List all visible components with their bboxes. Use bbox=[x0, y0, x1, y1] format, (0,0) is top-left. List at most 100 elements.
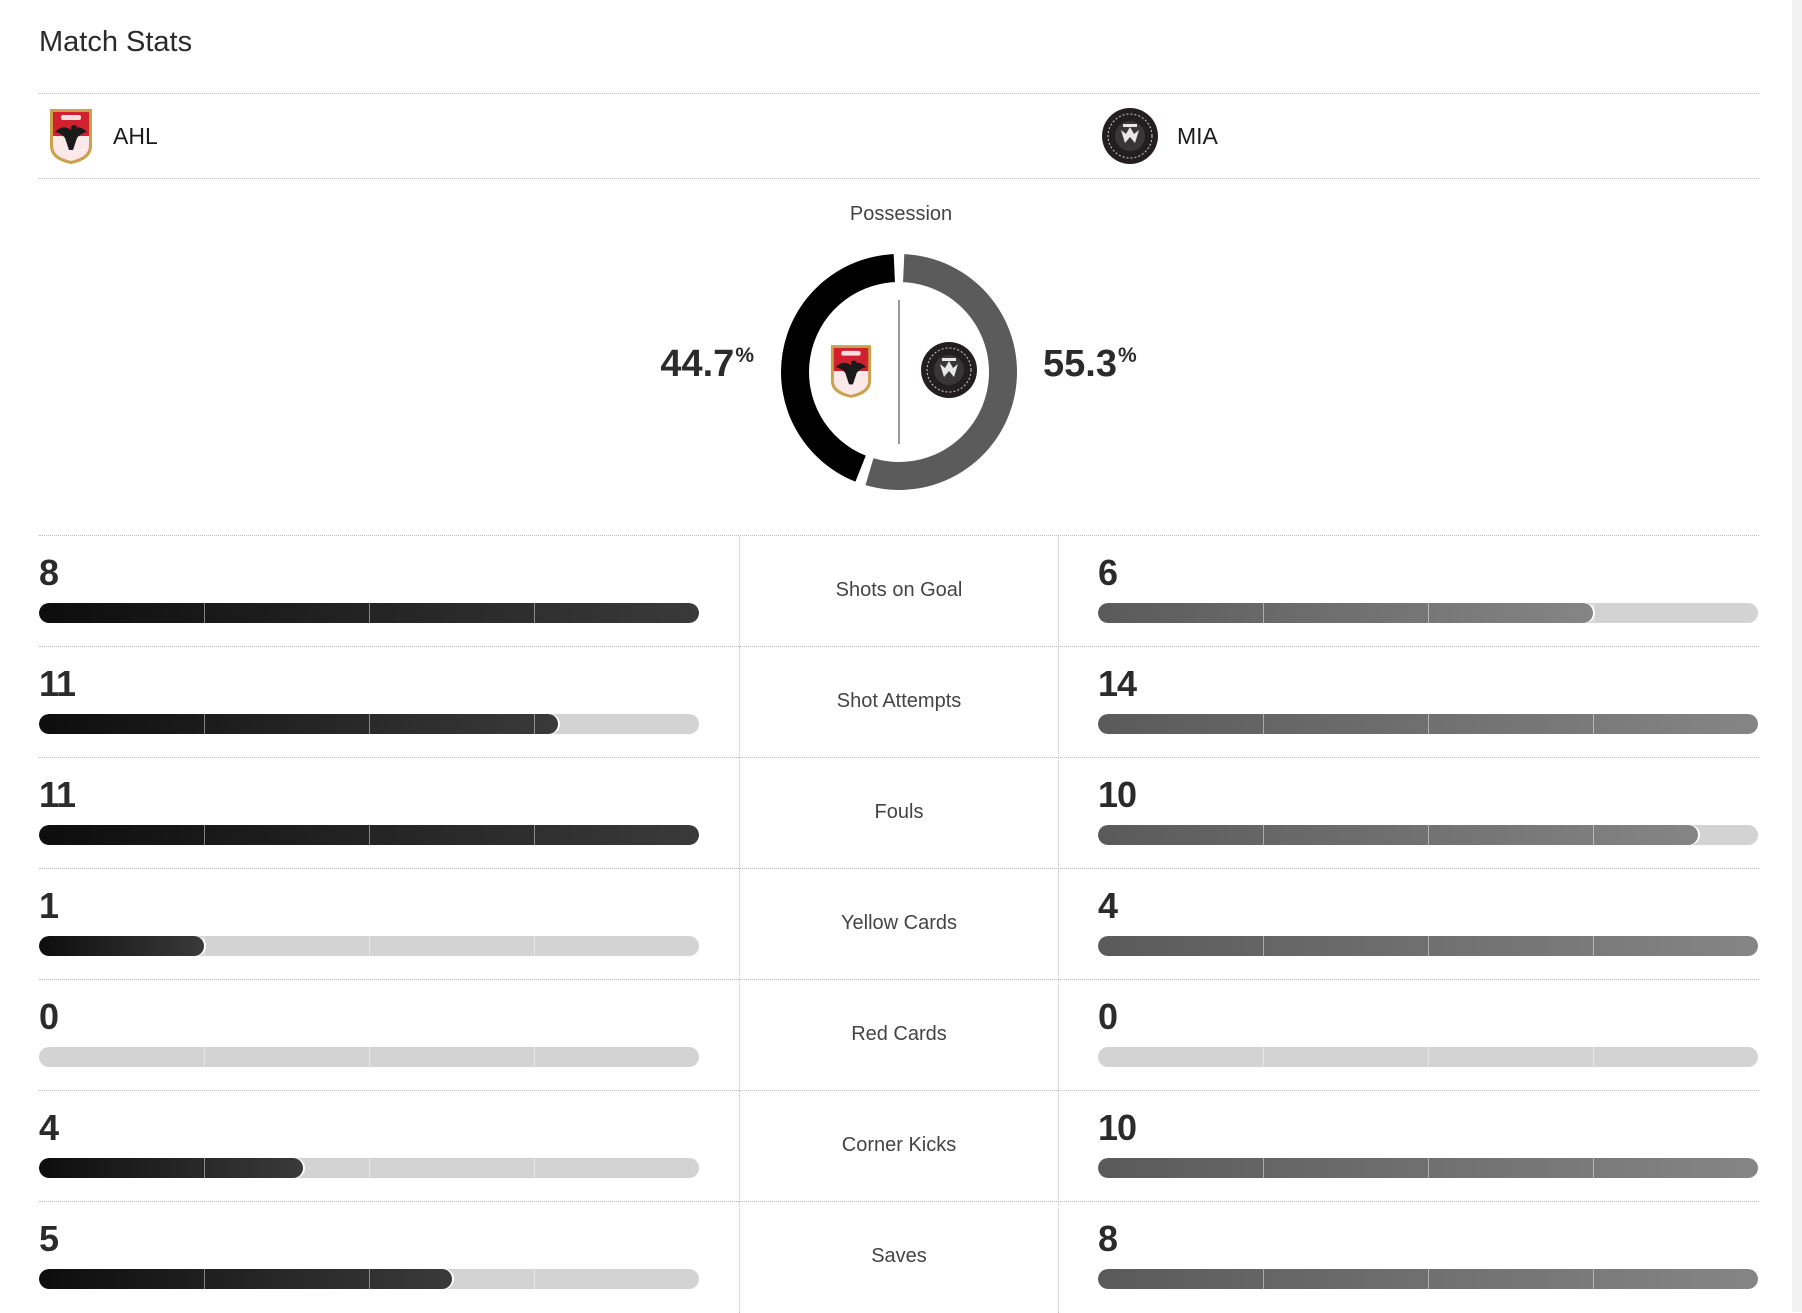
column-divider bbox=[739, 536, 740, 647]
away-stat-bar-fill bbox=[1098, 825, 1698, 845]
bar-tick bbox=[1428, 1269, 1429, 1289]
bar-tick bbox=[369, 714, 370, 734]
away-team[interactable]: MIA bbox=[1101, 104, 1218, 168]
percent-unit: % bbox=[735, 344, 754, 367]
bar-tick bbox=[369, 1047, 370, 1067]
away-stat-bar-fill bbox=[1098, 1158, 1758, 1178]
bar-tick bbox=[1428, 1158, 1429, 1178]
column-divider bbox=[739, 869, 740, 980]
bar-tick bbox=[369, 825, 370, 845]
home-stat-value: 8 bbox=[39, 552, 59, 593]
bar-tick bbox=[1593, 1158, 1594, 1178]
bar-tick bbox=[204, 1269, 205, 1289]
stat-row: 8 Shots on Goal 6 bbox=[39, 535, 1759, 647]
page-title: Match Stats bbox=[39, 26, 193, 58]
bar-tick bbox=[204, 603, 205, 623]
bar-tick bbox=[204, 936, 205, 956]
home-stat-value: 11 bbox=[39, 774, 76, 815]
home-stat-bar-fill bbox=[39, 825, 699, 845]
home-team-name: AHL bbox=[113, 122, 158, 149]
away-stat-bar bbox=[1098, 1158, 1758, 1178]
column-divider bbox=[739, 1202, 740, 1313]
bar-tick bbox=[1263, 1269, 1264, 1289]
home-stat-value: 0 bbox=[39, 996, 59, 1037]
away-stat-bar bbox=[1098, 1269, 1758, 1289]
home-stat-bar bbox=[39, 936, 699, 956]
away-stat-value: 14 bbox=[1098, 663, 1137, 704]
away-stat-bar-fill bbox=[1098, 603, 1593, 623]
bar-tick bbox=[1593, 1047, 1594, 1067]
home-stat-bar-fill bbox=[39, 1158, 303, 1178]
bar-tick bbox=[1428, 825, 1429, 845]
home-stat-bar bbox=[39, 1269, 699, 1289]
home-stat-bar bbox=[39, 1158, 699, 1178]
bar-tick bbox=[1593, 714, 1594, 734]
stat-row: 5 Saves 8 bbox=[39, 1201, 1759, 1313]
stat-row: 4 Corner Kicks 10 bbox=[39, 1090, 1759, 1202]
away-stat-bar-fill bbox=[1098, 714, 1758, 734]
stat-row: 11 Shot Attempts 14 bbox=[39, 646, 1759, 758]
bar-tick bbox=[1593, 825, 1594, 845]
al-ahly-crest-icon bbox=[47, 106, 95, 166]
stat-label: Saves bbox=[871, 1245, 927, 1267]
possession-donut-chart bbox=[781, 254, 1017, 490]
bar-tick bbox=[204, 1158, 205, 1178]
bar-tick bbox=[369, 936, 370, 956]
inter-miami-crest-icon bbox=[920, 341, 978, 404]
away-stat-value: 6 bbox=[1098, 552, 1118, 593]
away-stat-bar bbox=[1098, 1047, 1758, 1067]
stat-row: 0 Red Cards 0 bbox=[39, 979, 1759, 1091]
column-divider bbox=[1058, 1091, 1059, 1202]
bar-tick bbox=[1263, 603, 1264, 623]
column-divider bbox=[739, 647, 740, 758]
away-possession-value: 55.3% bbox=[1043, 343, 1137, 386]
column-divider bbox=[1058, 1202, 1059, 1313]
bar-tick bbox=[534, 603, 535, 623]
home-possession-value: 44.7% bbox=[660, 343, 754, 386]
away-stat-value: 4 bbox=[1098, 885, 1118, 926]
al-ahly-crest-icon bbox=[828, 341, 874, 406]
away-stat-value: 10 bbox=[1098, 1107, 1137, 1148]
scrollbar[interactable] bbox=[1792, 0, 1802, 1312]
stat-label: Corner Kicks bbox=[841, 1134, 957, 1156]
divider bbox=[39, 178, 1759, 179]
home-possession-arc bbox=[781, 254, 895, 482]
possession-label: Possession bbox=[849, 203, 953, 225]
away-stat-bar-fill bbox=[1098, 1269, 1758, 1289]
away-stat-bar bbox=[1098, 936, 1758, 956]
bar-tick bbox=[534, 714, 535, 734]
away-stat-bar bbox=[1098, 825, 1758, 845]
away-stat-bar-fill bbox=[1098, 936, 1758, 956]
stat-label: Red Cards bbox=[851, 1023, 947, 1045]
bar-tick bbox=[1263, 1158, 1264, 1178]
home-stat-bar bbox=[39, 714, 699, 734]
bar-tick bbox=[1428, 714, 1429, 734]
column-divider bbox=[1058, 869, 1059, 980]
stat-row: 1 Yellow Cards 4 bbox=[39, 868, 1759, 980]
divider bbox=[39, 93, 1759, 94]
bar-tick bbox=[1428, 936, 1429, 956]
bar-tick bbox=[1263, 714, 1264, 734]
inter-miami-crest-icon bbox=[1101, 107, 1159, 165]
away-stat-value: 8 bbox=[1098, 1218, 1118, 1259]
stat-label: Shot Attempts bbox=[836, 690, 962, 712]
column-divider bbox=[1058, 647, 1059, 758]
bar-tick bbox=[1263, 1047, 1264, 1067]
bar-tick bbox=[1593, 603, 1594, 623]
column-divider bbox=[739, 758, 740, 869]
bar-tick bbox=[534, 1158, 535, 1178]
home-stat-bar bbox=[39, 1047, 699, 1067]
away-stat-value: 0 bbox=[1098, 996, 1118, 1037]
away-possession-number: 55.3 bbox=[1043, 343, 1117, 385]
column-divider bbox=[739, 980, 740, 1091]
away-stat-value: 10 bbox=[1098, 774, 1137, 815]
home-team[interactable]: AHL bbox=[47, 104, 158, 168]
home-stat-bar bbox=[39, 825, 699, 845]
percent-unit: % bbox=[1117, 344, 1137, 367]
bar-tick bbox=[369, 603, 370, 623]
bar-tick bbox=[1263, 825, 1264, 845]
home-stat-value: 1 bbox=[39, 885, 59, 926]
bar-tick bbox=[204, 825, 205, 845]
away-stat-bar bbox=[1098, 714, 1758, 734]
